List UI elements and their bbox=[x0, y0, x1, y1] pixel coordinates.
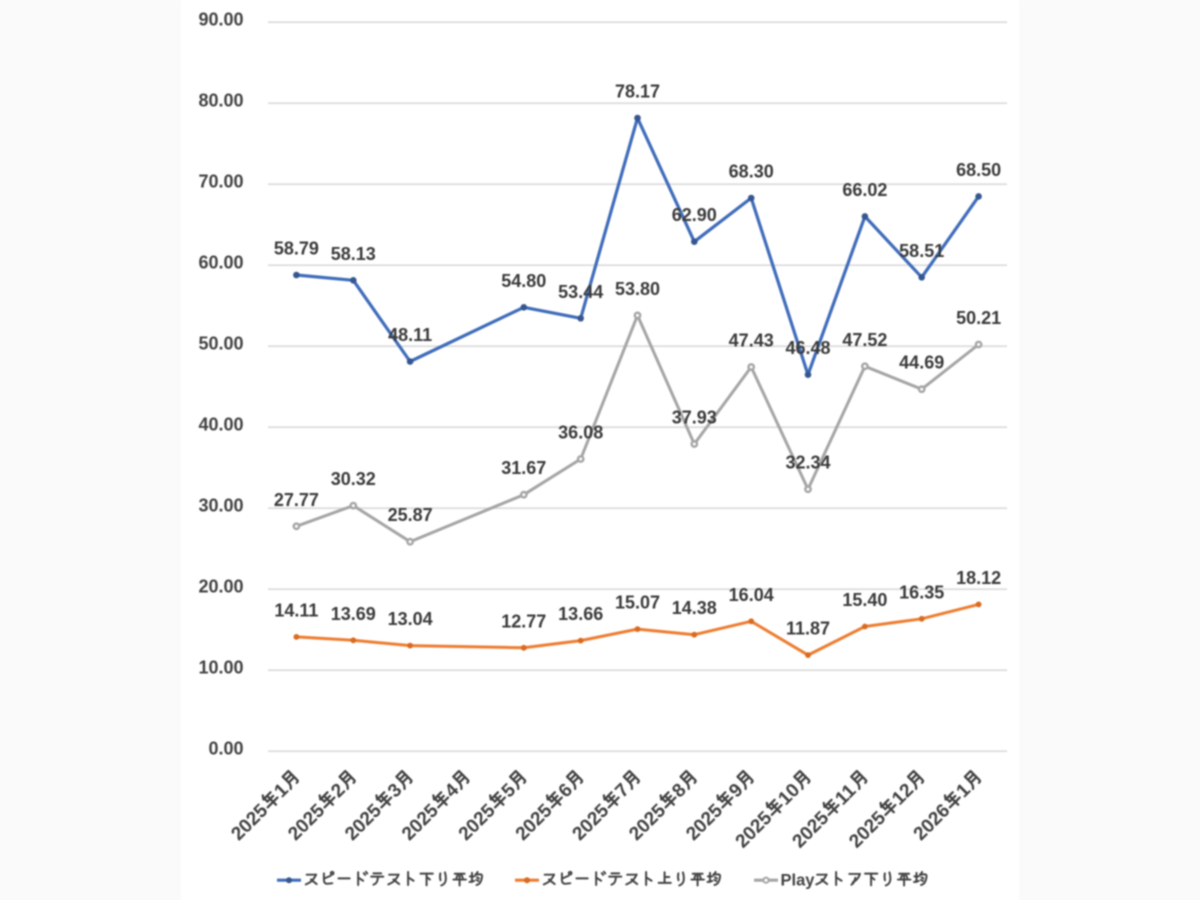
svg-text:16.35: 16.35 bbox=[899, 582, 944, 602]
svg-text:70.00: 70.00 bbox=[198, 171, 243, 191]
svg-text:50.21: 50.21 bbox=[956, 308, 1001, 328]
svg-text:58.13: 58.13 bbox=[331, 244, 376, 264]
svg-text:11.87: 11.87 bbox=[786, 619, 830, 639]
svg-text:14.38: 14.38 bbox=[672, 598, 717, 618]
svg-text:30.32: 30.32 bbox=[331, 469, 376, 489]
svg-text:78.17: 78.17 bbox=[615, 82, 660, 102]
svg-text:50.00: 50.00 bbox=[198, 333, 243, 353]
svg-text:13.04: 13.04 bbox=[388, 609, 433, 629]
svg-text:36.08: 36.08 bbox=[558, 423, 603, 443]
svg-text:48.11: 48.11 bbox=[388, 325, 432, 345]
svg-text:58.51: 58.51 bbox=[899, 241, 944, 261]
svg-text:18.12: 18.12 bbox=[956, 568, 1001, 588]
svg-text:15.40: 15.40 bbox=[842, 590, 887, 610]
svg-text:68.50: 68.50 bbox=[956, 160, 1001, 180]
svg-text:44.69: 44.69 bbox=[899, 353, 944, 373]
svg-text:58.79: 58.79 bbox=[274, 239, 319, 259]
svg-text:47.52: 47.52 bbox=[842, 330, 887, 350]
svg-text:40.00: 40.00 bbox=[198, 414, 243, 434]
svg-text:13.69: 13.69 bbox=[331, 604, 376, 624]
svg-text:90.00: 90.00 bbox=[198, 9, 243, 29]
svg-text:54.80: 54.80 bbox=[501, 271, 546, 291]
svg-text:62.90: 62.90 bbox=[672, 205, 717, 225]
svg-text:37.93: 37.93 bbox=[672, 408, 717, 428]
svg-text:Play: Play bbox=[781, 871, 816, 889]
svg-text:14.11: 14.11 bbox=[274, 600, 318, 620]
svg-text:0.00: 0.00 bbox=[208, 738, 243, 758]
svg-text:60.00: 60.00 bbox=[198, 252, 243, 272]
svg-text:80.00: 80.00 bbox=[198, 90, 243, 110]
svg-text:25.87: 25.87 bbox=[388, 505, 433, 525]
svg-text:20.00: 20.00 bbox=[198, 576, 243, 596]
svg-text:46.48: 46.48 bbox=[785, 338, 830, 358]
svg-text:66.02: 66.02 bbox=[842, 180, 887, 200]
svg-text:13.66: 13.66 bbox=[558, 604, 603, 624]
svg-text:47.43: 47.43 bbox=[729, 331, 774, 351]
svg-text:68.30: 68.30 bbox=[729, 162, 774, 182]
svg-text:53.44: 53.44 bbox=[558, 282, 603, 302]
svg-text:10.00: 10.00 bbox=[198, 657, 243, 677]
svg-text:15.07: 15.07 bbox=[615, 593, 660, 613]
svg-text:12.77: 12.77 bbox=[501, 611, 546, 631]
svg-text:53.80: 53.80 bbox=[615, 279, 660, 299]
svg-text:31.67: 31.67 bbox=[501, 458, 546, 478]
svg-text:32.34: 32.34 bbox=[785, 453, 830, 473]
svg-text:27.77: 27.77 bbox=[274, 490, 319, 510]
svg-text:16.04: 16.04 bbox=[729, 585, 774, 605]
svg-text:30.00: 30.00 bbox=[198, 495, 243, 515]
